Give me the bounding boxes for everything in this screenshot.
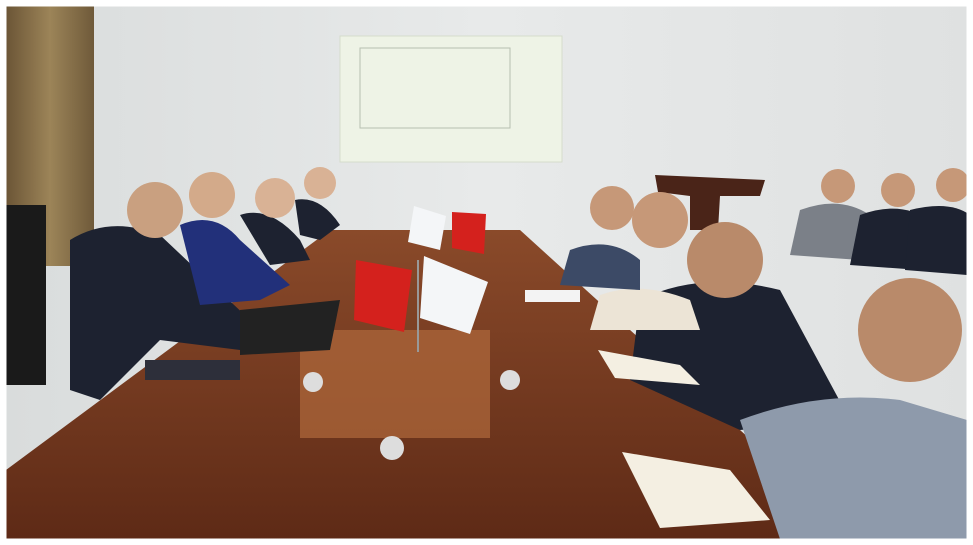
people-left: [6, 167, 340, 400]
head: [189, 172, 235, 218]
notebook: [598, 350, 700, 385]
person: [295, 199, 340, 240]
person: [240, 212, 310, 265]
person: [740, 397, 967, 539]
notebook: [622, 452, 770, 528]
table-centerpiece: [300, 330, 490, 438]
head: [632, 192, 688, 248]
lectern: [655, 175, 765, 230]
china-flag-small: [452, 212, 486, 254]
company-flag: [420, 256, 488, 334]
person: [590, 288, 700, 330]
microphone-base: [303, 372, 323, 392]
projected-table: [359, 47, 511, 129]
head: [936, 168, 970, 202]
person: [180, 220, 290, 305]
head: [821, 169, 855, 203]
microphone-base: [380, 436, 404, 460]
head: [255, 178, 295, 218]
person: [560, 244, 640, 290]
head: [590, 186, 634, 230]
person: [905, 206, 970, 275]
company-flag-small: [408, 206, 446, 250]
head: [858, 278, 962, 382]
people-right: [560, 168, 970, 539]
head: [881, 173, 915, 207]
china-flag: [354, 260, 412, 332]
flags: [354, 206, 488, 352]
person: [70, 226, 250, 400]
person: [790, 203, 870, 260]
laptop: [240, 300, 340, 355]
microphone-base: [500, 370, 520, 390]
head: [687, 222, 763, 298]
notebook: [145, 360, 240, 380]
projection-screen: [339, 35, 563, 163]
table-items: [145, 290, 580, 460]
chair: [6, 205, 46, 385]
head: [304, 167, 336, 199]
head: [127, 182, 183, 238]
paper: [525, 290, 580, 302]
